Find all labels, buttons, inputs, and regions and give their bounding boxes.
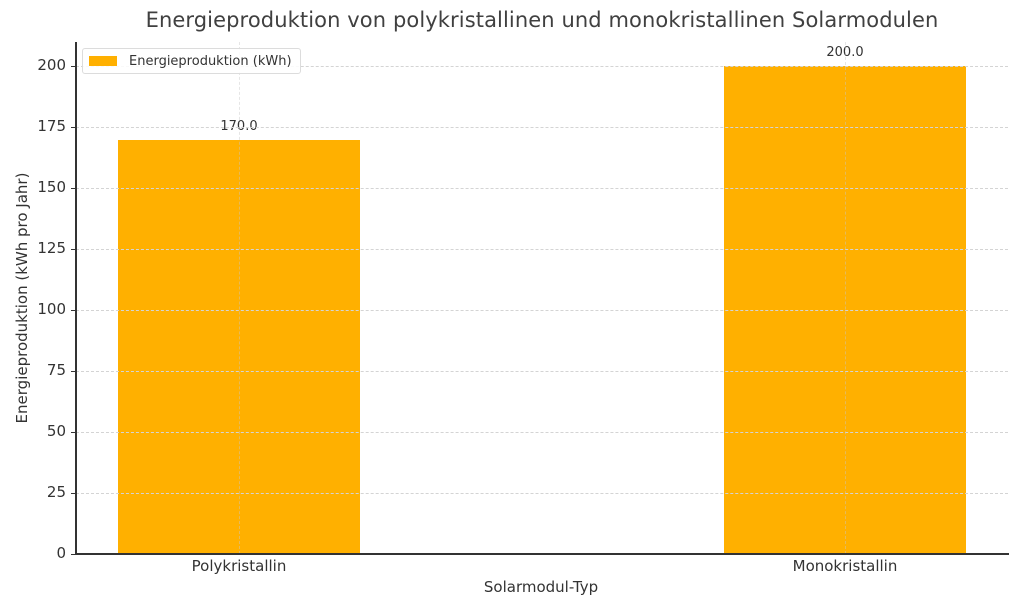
y-axis-line <box>75 42 77 555</box>
gridline-horizontal <box>76 432 1008 434</box>
y-tick-mark <box>71 249 76 251</box>
bar-polykristallin <box>118 139 360 554</box>
gridline-vertical <box>239 42 240 554</box>
bar-value-label: 200.0 <box>826 45 864 61</box>
x-tick-label: Polykristallin <box>191 557 287 575</box>
gridline-horizontal <box>76 249 1008 251</box>
y-tick-label: 0 <box>56 544 66 562</box>
legend-label: Energieproduktion (kWh) <box>129 53 292 69</box>
legend: Energieproduktion (kWh) <box>82 48 301 74</box>
y-tick-mark <box>71 310 76 312</box>
y-tick-label: 200 <box>37 56 66 75</box>
bar-value-label: 170.0 <box>220 118 258 134</box>
y-tick-label: 100 <box>37 300 66 319</box>
y-tick-mark <box>71 66 76 68</box>
y-tick-mark <box>71 127 76 129</box>
y-tick-mark <box>71 554 76 555</box>
chart-title: Energieproduktion von polykristallinen u… <box>145 8 939 32</box>
gridline-horizontal <box>76 127 1008 129</box>
y-axis-label: Energieproduktion (kWh pro Jahr) <box>13 172 31 424</box>
y-tick-label: 75 <box>46 361 66 380</box>
x-axis-line <box>75 553 1009 555</box>
y-tick-label: 175 <box>37 117 66 136</box>
y-tick-label: 125 <box>37 239 66 258</box>
gridline-horizontal <box>76 493 1008 495</box>
gridline-horizontal <box>76 310 1008 312</box>
y-tick-mark <box>71 432 76 434</box>
y-tick-mark <box>71 188 76 190</box>
y-tick-label: 150 <box>37 178 66 197</box>
y-tick-label: 25 <box>46 483 66 502</box>
gridline-vertical <box>845 42 846 554</box>
y-tick-mark <box>71 493 76 495</box>
gridline-horizontal <box>76 66 1008 68</box>
gridline-horizontal <box>76 371 1008 373</box>
x-tick-label: Monokristallin <box>792 557 898 575</box>
plot-area <box>76 42 1008 554</box>
bar-monokristallin <box>724 66 966 554</box>
legend-swatch <box>89 56 117 66</box>
y-tick-label: 50 <box>46 422 66 441</box>
gridline-horizontal <box>76 188 1008 190</box>
x-axis-label: Solarmodul-Typ <box>483 578 599 596</box>
y-tick-mark <box>71 371 76 373</box>
